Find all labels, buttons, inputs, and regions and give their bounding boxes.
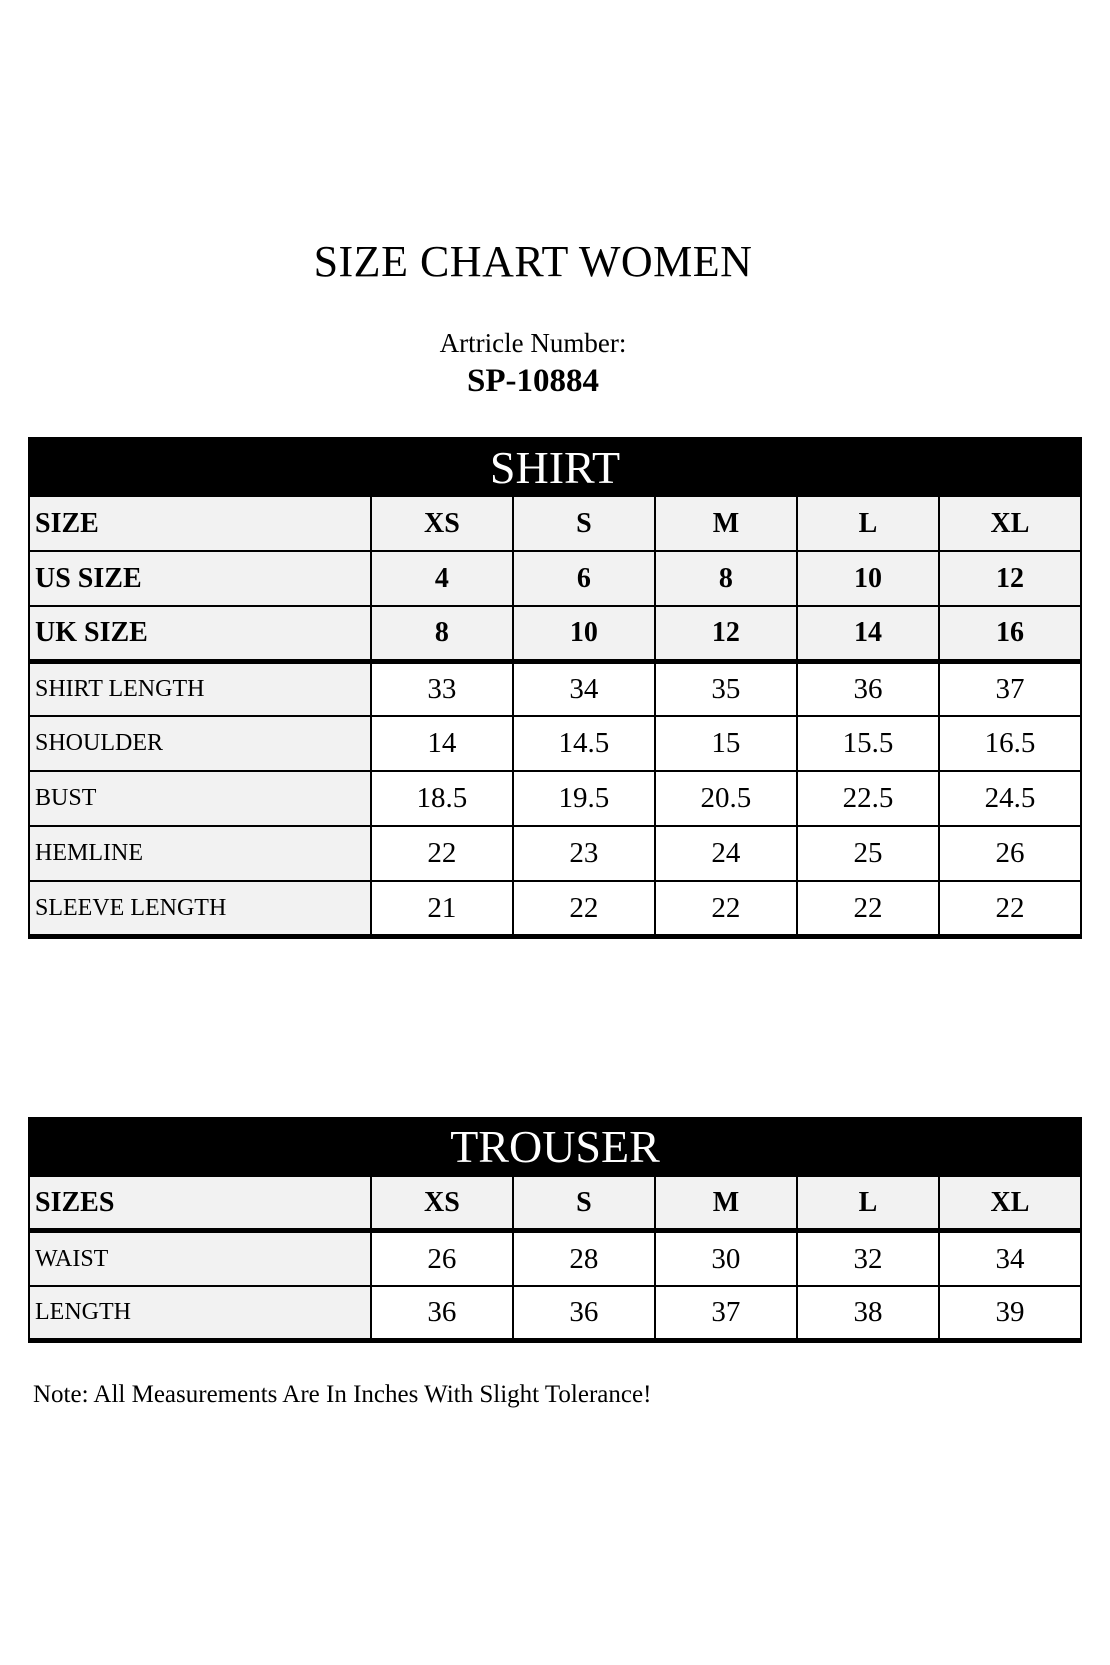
row-label-cell: SIZES — [28, 1174, 372, 1234]
row-label-cell: LENGTH — [28, 1284, 372, 1342]
value-cell: 36 — [511, 1284, 656, 1342]
row-label-cell: SHIRT LENGTH — [28, 660, 372, 718]
value-cell: 14.5 — [511, 715, 656, 773]
value-cell: 37 — [937, 660, 1083, 718]
value-cell: 34 — [937, 1229, 1083, 1287]
row-label-cell: WAIST — [28, 1229, 372, 1287]
value-cell: S — [511, 495, 656, 553]
value-cell: 19.5 — [511, 770, 656, 828]
row-label-cell: SLEEVE LENGTH — [28, 880, 372, 938]
value-cell: 36 — [369, 1284, 514, 1342]
value-cell: 34 — [511, 660, 656, 718]
value-cell: XS — [369, 1174, 514, 1234]
value-cell: L — [795, 1174, 940, 1234]
value-cell: 22 — [369, 825, 514, 883]
title-block: SIZE CHART WOMEN Artricle Number: SP-108… — [28, 0, 1038, 401]
value-cell: XL — [937, 495, 1083, 553]
row-label-cell: HEMLINE — [28, 825, 372, 883]
trouser-table-title: TROUSER — [28, 1116, 1082, 1177]
value-cell: 22 — [937, 880, 1083, 938]
shirt-table-title: SHIRT — [28, 437, 1082, 498]
table-row: US SIZE 4 6 8 10 12 — [28, 550, 1083, 608]
value-cell: 30 — [653, 1229, 798, 1287]
table-row: SIZES XS S M L XL — [28, 1174, 1083, 1234]
table-row: SIZE XS S M L XL — [28, 495, 1083, 553]
shirt-size-table: SHIRT SIZE XS S M L XL US SIZE 4 6 8 10 … — [28, 437, 1083, 939]
value-cell: 6 — [511, 550, 656, 608]
value-cell: 22.5 — [795, 770, 940, 828]
value-cell: 18.5 — [369, 770, 514, 828]
table-row: SHIRT LENGTH 33 34 35 36 37 — [28, 660, 1083, 718]
value-cell: 26 — [937, 825, 1083, 883]
row-label-cell: SIZE — [28, 495, 372, 553]
value-cell: 21 — [369, 880, 514, 938]
page-title: SIZE CHART WOMEN — [313, 237, 753, 286]
article-number-value: SP-10884 — [467, 363, 599, 400]
value-cell: S — [511, 1174, 656, 1234]
value-cell: 12 — [653, 605, 798, 664]
value-cell: 10 — [795, 550, 940, 608]
value-cell: 37 — [653, 1284, 798, 1342]
value-cell: 33 — [369, 660, 514, 718]
row-label-cell: US SIZE — [28, 550, 372, 608]
value-cell: M — [653, 1174, 798, 1234]
article-number-label: Artricle Number: — [439, 328, 627, 359]
value-cell: 8 — [369, 605, 514, 664]
value-cell: 39 — [937, 1284, 1083, 1342]
value-cell: 24.5 — [937, 770, 1083, 828]
value-cell: 25 — [795, 825, 940, 883]
row-label-cell: BUST — [28, 770, 372, 828]
value-cell: 8 — [653, 550, 798, 608]
table-row: WAIST 26 28 30 32 34 — [28, 1229, 1083, 1287]
value-cell: 38 — [795, 1284, 940, 1342]
value-cell: XS — [369, 495, 514, 553]
value-cell: XL — [937, 1174, 1083, 1234]
size-chart-page: SIZE CHART WOMEN Artricle Number: SP-108… — [28, 0, 1083, 1409]
value-cell: L — [795, 495, 940, 553]
value-cell: 14 — [795, 605, 940, 664]
value-cell: 16 — [937, 605, 1083, 664]
value-cell: 24 — [653, 825, 798, 883]
table-row: SLEEVE LENGTH 21 22 22 22 22 — [28, 880, 1083, 938]
value-cell: 36 — [795, 660, 940, 718]
table-row: SHOULDER 14 14.5 15 15.5 16.5 — [28, 715, 1083, 773]
table-row: LENGTH 36 36 37 38 39 — [28, 1284, 1083, 1342]
row-label-cell: SHOULDER — [28, 715, 372, 773]
value-cell: M — [653, 495, 798, 553]
value-cell: 22 — [795, 880, 940, 938]
value-cell: 22 — [653, 880, 798, 938]
value-cell: 16.5 — [937, 715, 1083, 773]
value-cell: 32 — [795, 1229, 940, 1287]
value-cell: 28 — [511, 1229, 656, 1287]
shirt-table-title-row: SHIRT — [28, 437, 1082, 498]
value-cell: 20.5 — [653, 770, 798, 828]
trouser-table-title-row: TROUSER — [28, 1116, 1082, 1177]
measurements-note: Note: All Measurements Are In Inches Wit… — [33, 1381, 652, 1409]
value-cell: 22 — [511, 880, 656, 938]
value-cell: 23 — [511, 825, 656, 883]
row-label-cell: UK SIZE — [28, 605, 372, 664]
trouser-size-table: TROUSER SIZES XS S M L XL WAIST 26 28 30… — [28, 1116, 1083, 1344]
table-row: BUST 18.5 19.5 20.5 22.5 24.5 — [28, 770, 1083, 828]
value-cell: 26 — [369, 1229, 514, 1287]
table-row: HEMLINE 22 23 24 25 26 — [28, 825, 1083, 883]
value-cell: 15.5 — [795, 715, 940, 773]
value-cell: 35 — [653, 660, 798, 718]
value-cell: 10 — [511, 605, 656, 664]
value-cell: 15 — [653, 715, 798, 773]
value-cell: 12 — [937, 550, 1083, 608]
table-row: UK SIZE 8 10 12 14 16 — [28, 605, 1083, 664]
value-cell: 14 — [369, 715, 514, 773]
value-cell: 4 — [369, 550, 514, 608]
